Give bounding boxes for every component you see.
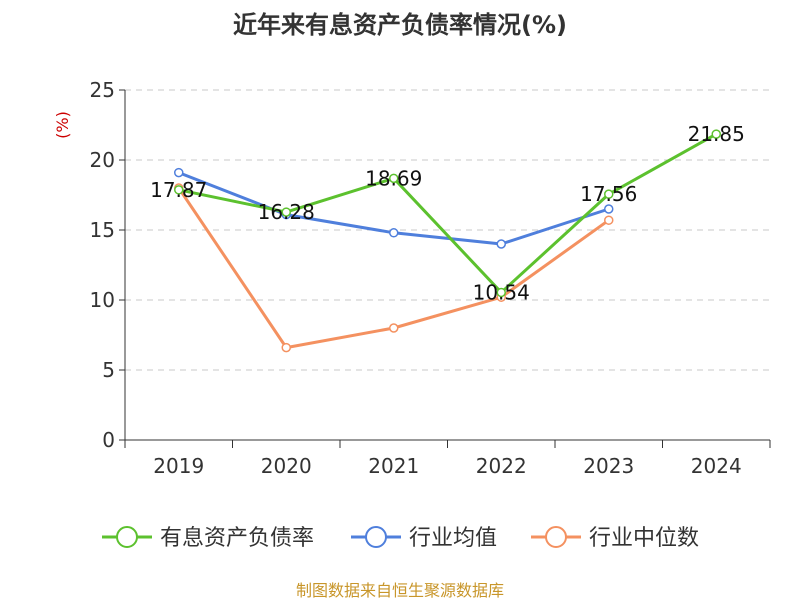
- legend-marker: [365, 526, 387, 548]
- data-point: [711, 129, 721, 139]
- data-label: 21.85: [688, 122, 745, 146]
- data-labels: 17.87 16.28 18.69 10.54 17.56 21.85: [150, 122, 745, 304]
- y-tick-label: 15: [90, 218, 115, 242]
- data-point: [281, 342, 291, 353]
- legend-marker: [545, 526, 567, 548]
- data-point: [604, 189, 614, 199]
- x-tick-label: 2022: [476, 454, 527, 478]
- x-tick-label: 2024: [691, 454, 742, 478]
- data-label: 16.28: [258, 200, 315, 224]
- data-point: [389, 173, 399, 184]
- y-tick-label: 25: [90, 78, 115, 102]
- series-group: [174, 129, 721, 353]
- data-point: [174, 185, 184, 195]
- source-note: 制图数据来自恒生聚源数据库: [296, 581, 504, 600]
- series-line: [178, 132, 717, 294]
- gridlines: [125, 89, 770, 371]
- y-axis-label: (%): [53, 111, 72, 139]
- data-point: [604, 204, 614, 214]
- axes: 0 5 10 15 20 25 2019 2020 2021 2022 2023 2024: [90, 78, 771, 478]
- chart-title: 近年来有息资产负债率情况(%): [233, 11, 567, 39]
- legend-label: 有息资产负债率: [160, 526, 314, 551]
- legend: 有息资产负债率 行业均值 行业中位数: [102, 526, 699, 551]
- x-tick-label: 2020: [261, 454, 312, 478]
- data-point: [389, 323, 399, 333]
- x-tick-label: 2019: [153, 454, 204, 478]
- data-point: [174, 167, 184, 178]
- data-label: 17.56: [580, 182, 637, 206]
- legend-marker: [116, 526, 138, 548]
- data-label: 17.87: [150, 178, 207, 202]
- y-tick-label: 20: [90, 148, 115, 172]
- x-tick-label: 2023: [583, 454, 634, 478]
- data-label: 18.69: [365, 166, 422, 190]
- data-point: [496, 287, 506, 298]
- data-point: [389, 228, 399, 238]
- y-tick-label: 5: [102, 358, 115, 382]
- data-point: [604, 215, 614, 225]
- data-point: [496, 239, 506, 249]
- legend-label: 行业均值: [409, 526, 497, 551]
- y-tick-label: 10: [90, 288, 115, 312]
- y-tick-label: 0: [102, 428, 115, 452]
- x-tick-label: 2021: [368, 454, 419, 478]
- legend-label: 行业中位数: [589, 526, 699, 551]
- data-point: [281, 207, 291, 217]
- data-label: 10.54: [473, 280, 530, 304]
